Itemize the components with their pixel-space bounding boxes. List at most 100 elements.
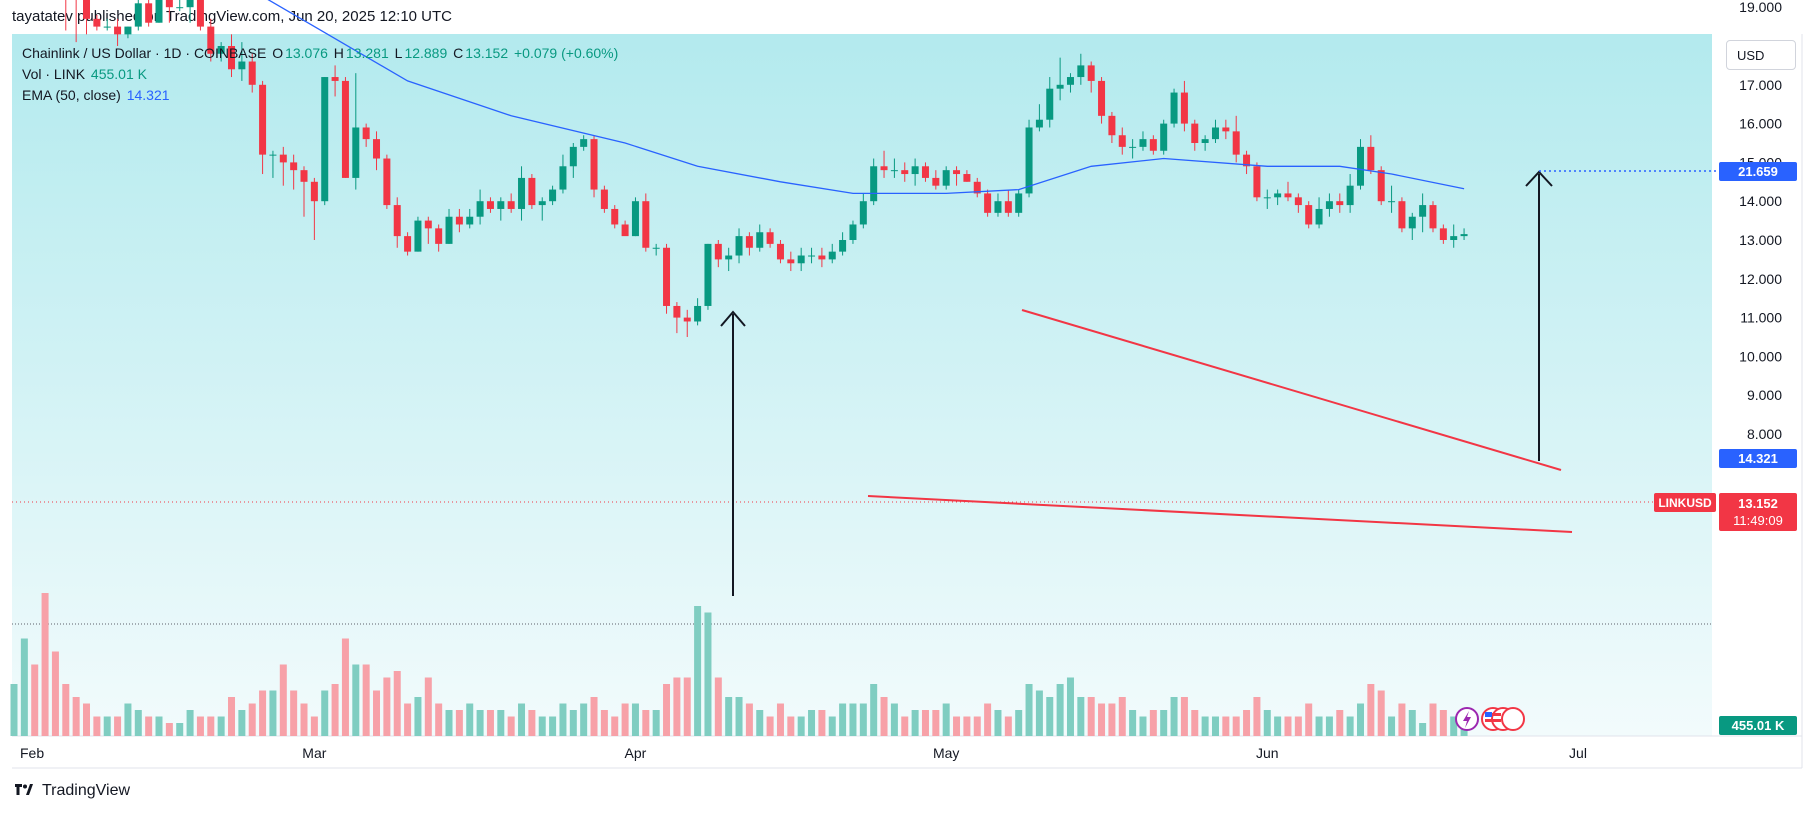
candle-body	[1439, 228, 1447, 240]
volume-bar	[373, 690, 381, 736]
candle-body	[1077, 65, 1085, 78]
volume-bar	[704, 612, 712, 736]
volume-bar	[663, 684, 671, 736]
volume-bar	[445, 710, 453, 736]
price-tick-label: 14.000	[1739, 193, 1782, 209]
candle-body	[124, 26, 132, 35]
volume-label: 455.01 K	[1732, 718, 1785, 733]
volume-bar	[1129, 710, 1137, 736]
volume-bar	[1087, 697, 1095, 736]
candle-body	[145, 3, 153, 23]
volume-bars	[10, 593, 1468, 736]
currency-button[interactable]: USD	[1726, 40, 1796, 70]
upper-trendline[interactable]	[1021, 309, 1562, 471]
price-axis-area[interactable]	[1712, 34, 1802, 736]
candle-body	[683, 317, 691, 322]
candle-body	[569, 146, 577, 167]
candle-body	[1149, 139, 1157, 151]
candle-body	[963, 174, 971, 182]
volume-bar	[72, 697, 80, 736]
ema-price-label: 14.321	[1738, 451, 1778, 466]
volume-bar	[1439, 710, 1447, 736]
candle-body	[953, 170, 961, 175]
volume-bar	[1160, 710, 1168, 736]
volume-bar	[1305, 703, 1313, 736]
volume-bar	[1004, 716, 1012, 736]
volume-bar	[41, 593, 49, 736]
candle-body	[1170, 92, 1178, 124]
volume-bar	[1315, 716, 1323, 736]
candle-body	[828, 251, 836, 260]
tradingview-brand[interactable]: TradingView	[12, 782, 130, 800]
candle-body	[580, 139, 588, 147]
chart-background	[12, 34, 1712, 736]
candle-body	[1263, 197, 1271, 199]
volume-bar	[1429, 703, 1437, 736]
ema-study-value: 14.321	[126, 87, 170, 103]
volume-bar	[352, 664, 360, 736]
candle-body	[559, 166, 567, 190]
last-price-label: 13.152	[1738, 496, 1778, 511]
ema-price-label-bg	[1719, 449, 1797, 468]
volume-bar	[1284, 716, 1292, 736]
volume-bar	[1015, 710, 1023, 736]
candle-body	[1087, 65, 1095, 81]
volume-bar	[10, 684, 18, 736]
volume-bar	[1377, 690, 1385, 736]
volume-bar	[279, 664, 287, 736]
lightning-event-icon[interactable]	[1455, 707, 1479, 731]
candle-body	[310, 181, 318, 202]
volume-bar	[621, 703, 629, 736]
candle-body	[1398, 201, 1406, 229]
legend-volume-row[interactable]: Vol · LINK 455.01 K	[22, 66, 149, 82]
candle-body	[1284, 193, 1292, 198]
volume-bar	[383, 677, 391, 736]
volume-bar	[31, 664, 39, 736]
price-tick-label: 11.000	[1740, 310, 1782, 326]
volume-bar	[694, 606, 702, 736]
candle-body	[414, 220, 422, 252]
volume-bar	[1243, 710, 1251, 736]
candle-body	[518, 177, 526, 209]
volume-bar	[1408, 710, 1416, 736]
candle-body	[290, 162, 298, 171]
volume-bar	[942, 703, 950, 736]
volume-bar	[569, 710, 577, 736]
ema-line	[267, 0, 1465, 195]
candle-body	[300, 170, 308, 182]
candle-body	[1450, 236, 1458, 240]
candle-body	[269, 154, 277, 156]
candle-body	[1336, 201, 1344, 206]
candle-body	[362, 127, 370, 140]
high-label: H	[333, 45, 344, 61]
time-axis-label: Mar	[302, 745, 326, 761]
volume-bar	[155, 716, 163, 736]
volume-bar	[455, 710, 463, 736]
candle-body	[279, 154, 287, 163]
candle-body	[611, 208, 619, 225]
candle-body	[538, 201, 546, 206]
candle-body	[787, 259, 795, 264]
candle-body	[321, 77, 329, 202]
candle-body	[870, 166, 878, 202]
candle-body	[890, 170, 898, 172]
volume-bar	[1450, 716, 1458, 736]
candle-body	[756, 232, 764, 248]
volume-bar	[973, 716, 981, 736]
candle-body	[1388, 201, 1396, 203]
volume-bar	[290, 690, 298, 736]
symbol-label-bg	[1654, 493, 1716, 512]
candle-body	[186, 0, 194, 8]
candle-body	[1108, 115, 1116, 136]
volume-bar	[642, 710, 650, 736]
candle-body	[207, 26, 215, 54]
us-flag-event-icon[interactable]	[1481, 707, 1525, 731]
legend-ema-row[interactable]: EMA (50, close) 14.321	[22, 87, 172, 103]
lower-trendline[interactable]	[867, 495, 1573, 533]
volume-bar	[1222, 716, 1230, 736]
candle-body	[435, 228, 443, 244]
candle-body	[476, 201, 484, 217]
candle-body	[704, 243, 712, 306]
